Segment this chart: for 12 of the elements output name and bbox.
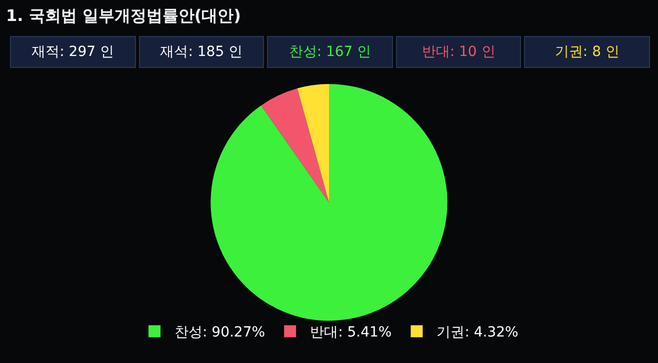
chart-title: 1. 국회법 일부개정법률안(대안): [6, 6, 241, 27]
pie-slice: [210, 84, 448, 321]
pie-slice: [297, 84, 329, 202]
legend-label: 기권: 4.32%: [436, 324, 518, 341]
legend-label: 찬성: 90.27%: [174, 324, 266, 341]
text: 재적: 297 인: [10, 36, 136, 68]
pie-slice: [261, 88, 329, 202]
text: 반대: 10 인: [396, 36, 522, 68]
text: 찬성: 167 인: [267, 36, 393, 68]
text: 기권: 8 인: [524, 36, 650, 68]
legend-label: 반대: 5.41%: [310, 324, 392, 341]
text: 재석: 185 인: [138, 36, 264, 68]
